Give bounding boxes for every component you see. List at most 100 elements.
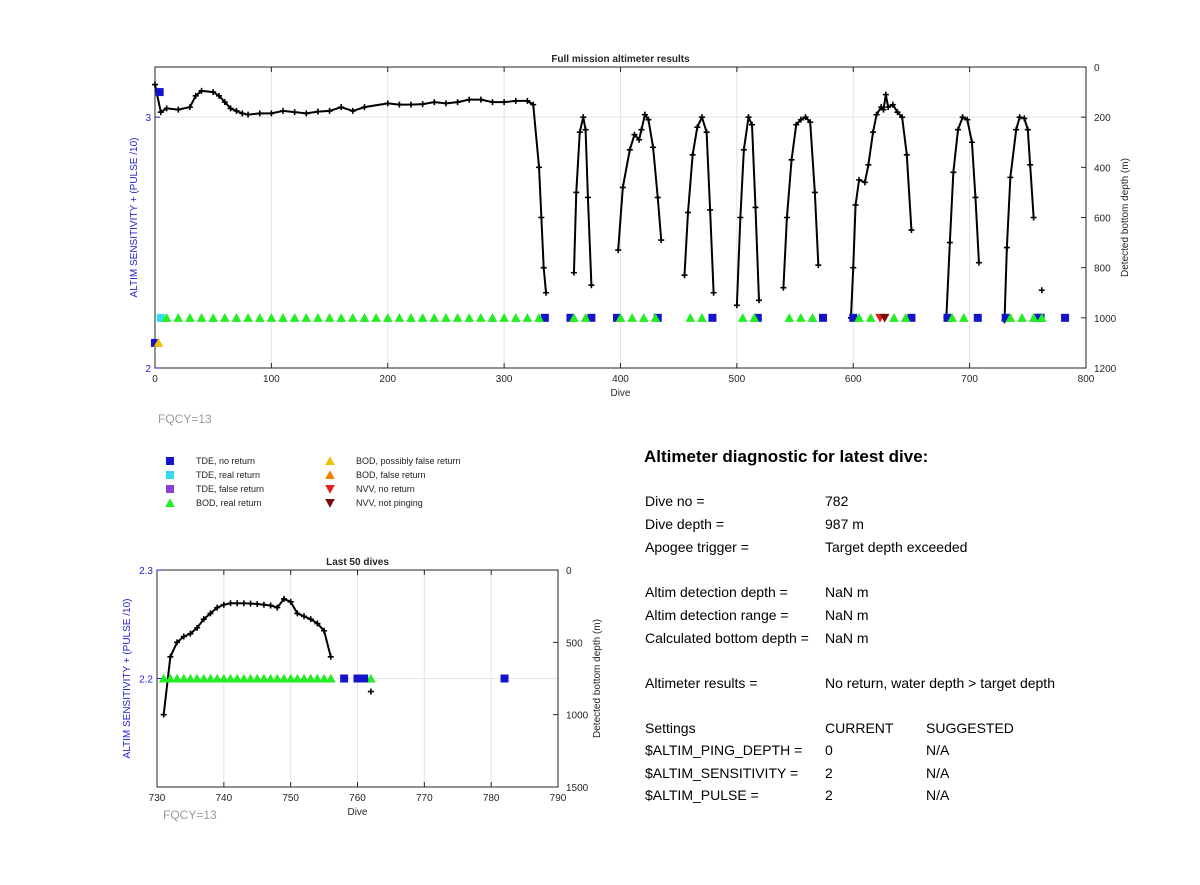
legend-marker bbox=[166, 485, 174, 493]
depth-point bbox=[733, 302, 740, 309]
depth-point bbox=[584, 194, 591, 201]
series-nvv-not-pinging bbox=[879, 313, 890, 323]
depth-point bbox=[489, 99, 496, 106]
series-tde-real-return bbox=[156, 313, 165, 322]
legend-item: NVV, not pinging bbox=[320, 498, 423, 508]
marker-point bbox=[429, 313, 440, 322]
x-tick-label: 780 bbox=[483, 793, 500, 804]
marker-point bbox=[220, 313, 230, 322]
y-tick-label: 2.2 bbox=[139, 675, 153, 686]
y2-tick-label: 1200 bbox=[1094, 364, 1117, 375]
depth-point bbox=[1007, 174, 1014, 181]
depth-point bbox=[582, 126, 589, 133]
marker-point bbox=[943, 313, 952, 322]
altim-detection-range-label: Altim detection range = bbox=[645, 607, 789, 623]
depth-point bbox=[268, 110, 275, 117]
depth-point bbox=[615, 247, 622, 254]
x-tick-label: 740 bbox=[215, 793, 232, 804]
x-tick-label: 730 bbox=[149, 793, 166, 804]
calculated-bottom-depth-value: NaN m bbox=[825, 630, 869, 646]
marker-point bbox=[476, 313, 486, 322]
marker-point bbox=[1061, 313, 1070, 322]
depth-point bbox=[501, 99, 508, 106]
marker-point bbox=[185, 673, 196, 683]
depth-point bbox=[1030, 214, 1037, 221]
y-tick-label: 2 bbox=[145, 364, 151, 375]
depth-point bbox=[160, 711, 167, 718]
legend-label: NVV, not pinging bbox=[356, 498, 423, 508]
marker-point bbox=[796, 313, 806, 322]
marker-point bbox=[499, 313, 509, 322]
legend-label: BOD, possibly false return bbox=[356, 456, 461, 466]
depth-point bbox=[294, 610, 301, 617]
setting-ping-depth-current: 0 bbox=[825, 742, 833, 758]
depth-point bbox=[538, 214, 545, 221]
marker-point bbox=[580, 313, 591, 322]
depth-point bbox=[314, 620, 321, 627]
legend-marker-shape bbox=[325, 470, 335, 479]
marker-point bbox=[278, 313, 288, 322]
depth-point bbox=[301, 613, 308, 620]
depth-point bbox=[321, 627, 328, 634]
marker-point bbox=[208, 313, 218, 322]
marker-point bbox=[155, 88, 164, 97]
depth-point bbox=[1013, 126, 1020, 133]
depth-point bbox=[954, 126, 961, 133]
marker-point bbox=[907, 313, 916, 322]
setting-sensitivity-label: $ALTIM_SENSITIVITY = bbox=[645, 765, 799, 781]
setting-pulse-label: $ALTIM_PULSE = bbox=[645, 787, 759, 803]
depth-point bbox=[861, 179, 868, 186]
depth-point bbox=[946, 239, 953, 246]
depth-point bbox=[239, 110, 246, 117]
marker-point bbox=[219, 673, 229, 683]
y2-tick-label: 600 bbox=[1094, 214, 1111, 225]
legend-item: BOD, real return bbox=[160, 498, 262, 508]
marker-point bbox=[753, 313, 762, 322]
legend-marker bbox=[325, 470, 335, 479]
series-bod-real-return bbox=[161, 313, 1047, 322]
marker-point bbox=[319, 673, 329, 683]
y-tick-label: 3 bbox=[145, 113, 151, 124]
marker-point bbox=[441, 313, 451, 322]
marker-point bbox=[615, 313, 626, 322]
depth-point bbox=[274, 604, 281, 611]
depth-point bbox=[1016, 114, 1023, 121]
depth-point bbox=[737, 214, 744, 221]
x-tick-label: 760 bbox=[349, 793, 366, 804]
depth-point bbox=[512, 97, 519, 104]
marker-point bbox=[279, 673, 289, 683]
x-tick-label: 800 bbox=[1078, 374, 1095, 385]
marker-point bbox=[336, 313, 346, 322]
depth-point bbox=[908, 227, 915, 234]
marker-point bbox=[487, 313, 498, 322]
x-tick-label: 300 bbox=[496, 374, 513, 385]
depth-point bbox=[167, 653, 174, 660]
depth-point bbox=[227, 600, 234, 607]
depth-point bbox=[280, 107, 287, 114]
legend-item: BOD, possibly false return bbox=[320, 456, 461, 466]
legend-marker-shape bbox=[166, 485, 174, 493]
last-50-dives-chart: 730 740 750 760 770 780 790 2.2 2.3 0 500 1000 1500 L… bbox=[122, 557, 603, 818]
depth-point bbox=[694, 124, 701, 131]
marker-point bbox=[266, 313, 277, 322]
x-tick-label: 100 bbox=[263, 374, 280, 385]
depth-point bbox=[811, 189, 818, 196]
depth-point bbox=[856, 176, 863, 183]
depth-point bbox=[247, 600, 254, 607]
depth-point bbox=[280, 595, 287, 602]
series-bod-possibly-false-return bbox=[153, 338, 164, 347]
legend: TDE, no return TDE, real return TDE, false… bbox=[160, 456, 500, 520]
depth-point bbox=[192, 92, 199, 99]
y2-tick-label: 500 bbox=[566, 638, 583, 649]
marker-point bbox=[151, 338, 159, 347]
marker-point bbox=[685, 313, 696, 322]
depth-point bbox=[307, 616, 314, 623]
marker-point bbox=[254, 313, 265, 322]
depth-point bbox=[454, 99, 461, 106]
marker-point bbox=[540, 313, 549, 322]
depth-point bbox=[1027, 161, 1034, 168]
legend-marker-shape bbox=[166, 457, 174, 465]
y2-tick-label: 200 bbox=[1094, 113, 1111, 124]
depth-point bbox=[903, 151, 910, 158]
marker-point bbox=[947, 313, 957, 322]
